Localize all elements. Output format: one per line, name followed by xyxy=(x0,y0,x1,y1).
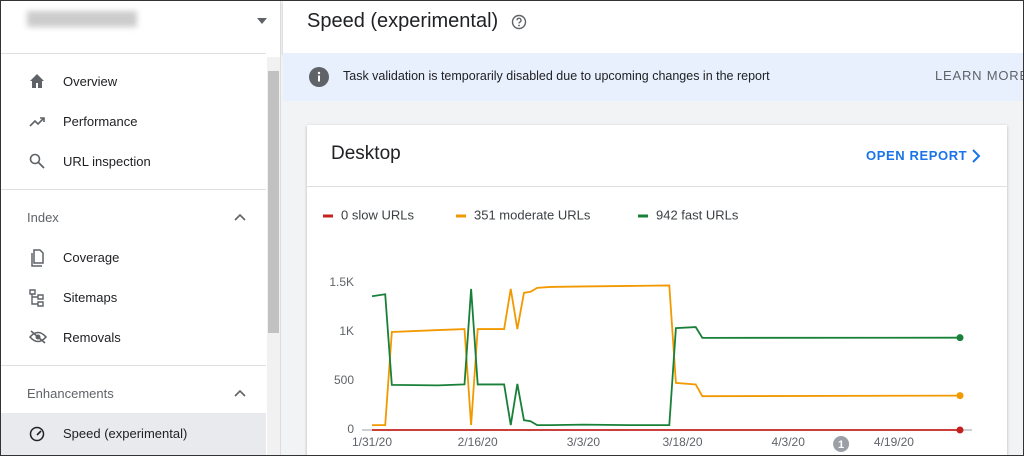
nav-item[interactable]: Speed (experimental) xyxy=(63,426,188,441)
banner-text: Task validation is temporarily disabled … xyxy=(343,69,770,83)
series-line xyxy=(371,288,961,427)
legend-label: 351 moderate URLs xyxy=(474,207,591,222)
annotation-label: 1 xyxy=(838,439,844,451)
y-tick-label: 1.5K xyxy=(329,275,354,289)
coverage-icon xyxy=(31,249,44,267)
nav-item[interactable]: Removals xyxy=(63,330,121,345)
x-tick-label: 3/3/20 xyxy=(567,435,601,449)
section-title[interactable]: Enhancements xyxy=(27,386,114,401)
selected-bg xyxy=(1,413,266,455)
nav-item[interactable]: Overview xyxy=(63,74,118,89)
search-icon xyxy=(29,153,45,169)
scroll-thumb[interactable] xyxy=(268,71,279,333)
nav-item[interactable]: Coverage xyxy=(63,250,120,265)
property-selector[interactable] xyxy=(27,11,137,27)
y-tick-label: 500 xyxy=(334,373,354,387)
help-icon[interactable] xyxy=(511,14,527,30)
x-tick-label: 1/31/20 xyxy=(352,435,392,449)
nav-item[interactable]: Performance xyxy=(63,114,138,129)
x-tick-label: 4/19/20 xyxy=(874,435,914,449)
end-point xyxy=(956,392,964,400)
sidebar: Overview Performance URL inspection Inde… xyxy=(1,1,281,455)
end-point xyxy=(956,334,964,342)
end-point xyxy=(956,426,964,434)
chevron[interactable] xyxy=(971,149,981,163)
x-tick-label: 4/3/20 xyxy=(772,435,806,449)
collapse-icon[interactable] xyxy=(234,389,246,397)
learn-more[interactable]: LEARN MORE xyxy=(935,68,1024,83)
trend-icon xyxy=(29,117,45,127)
x-tick-label: 3/18/20 xyxy=(662,435,702,449)
page-title: Speed (experimental) xyxy=(307,10,499,32)
y-tick-label: 1K xyxy=(339,324,354,338)
nav-item[interactable]: Sitemaps xyxy=(63,290,118,305)
section-title[interactable]: Index xyxy=(27,210,59,225)
home-icon xyxy=(30,74,44,88)
chart: 0 slow URLs 351 moderate URLs 942 fast URL… xyxy=(323,207,972,452)
info-icon xyxy=(309,67,329,87)
sitemap-icon xyxy=(29,289,44,307)
legend-label: 942 fast URLs xyxy=(656,207,739,222)
removals-icon xyxy=(29,330,47,344)
collapse-icon[interactable] xyxy=(234,213,246,221)
series-line xyxy=(372,284,961,427)
dropdown-arrow[interactable] xyxy=(256,17,268,25)
x-tick-label: 2/16/20 xyxy=(458,435,498,449)
legend-label: 0 slow URLs xyxy=(341,207,414,222)
report-card: Desktop OPEN REPORT 0 slow URLs 351 moder… xyxy=(307,125,1007,455)
speed-icon xyxy=(29,426,45,442)
header: Speed (experimental) xyxy=(283,1,1023,53)
open-report[interactable]: OPEN REPORT xyxy=(866,148,968,163)
annotation-marker xyxy=(833,436,850,452)
divider xyxy=(307,186,1007,187)
card-title: Desktop xyxy=(331,143,401,164)
y-tick-label: 0 xyxy=(347,422,354,436)
nav-item[interactable]: URL inspection xyxy=(63,154,151,169)
info-banner: Task validation is temporarily disabled … xyxy=(283,53,1024,101)
